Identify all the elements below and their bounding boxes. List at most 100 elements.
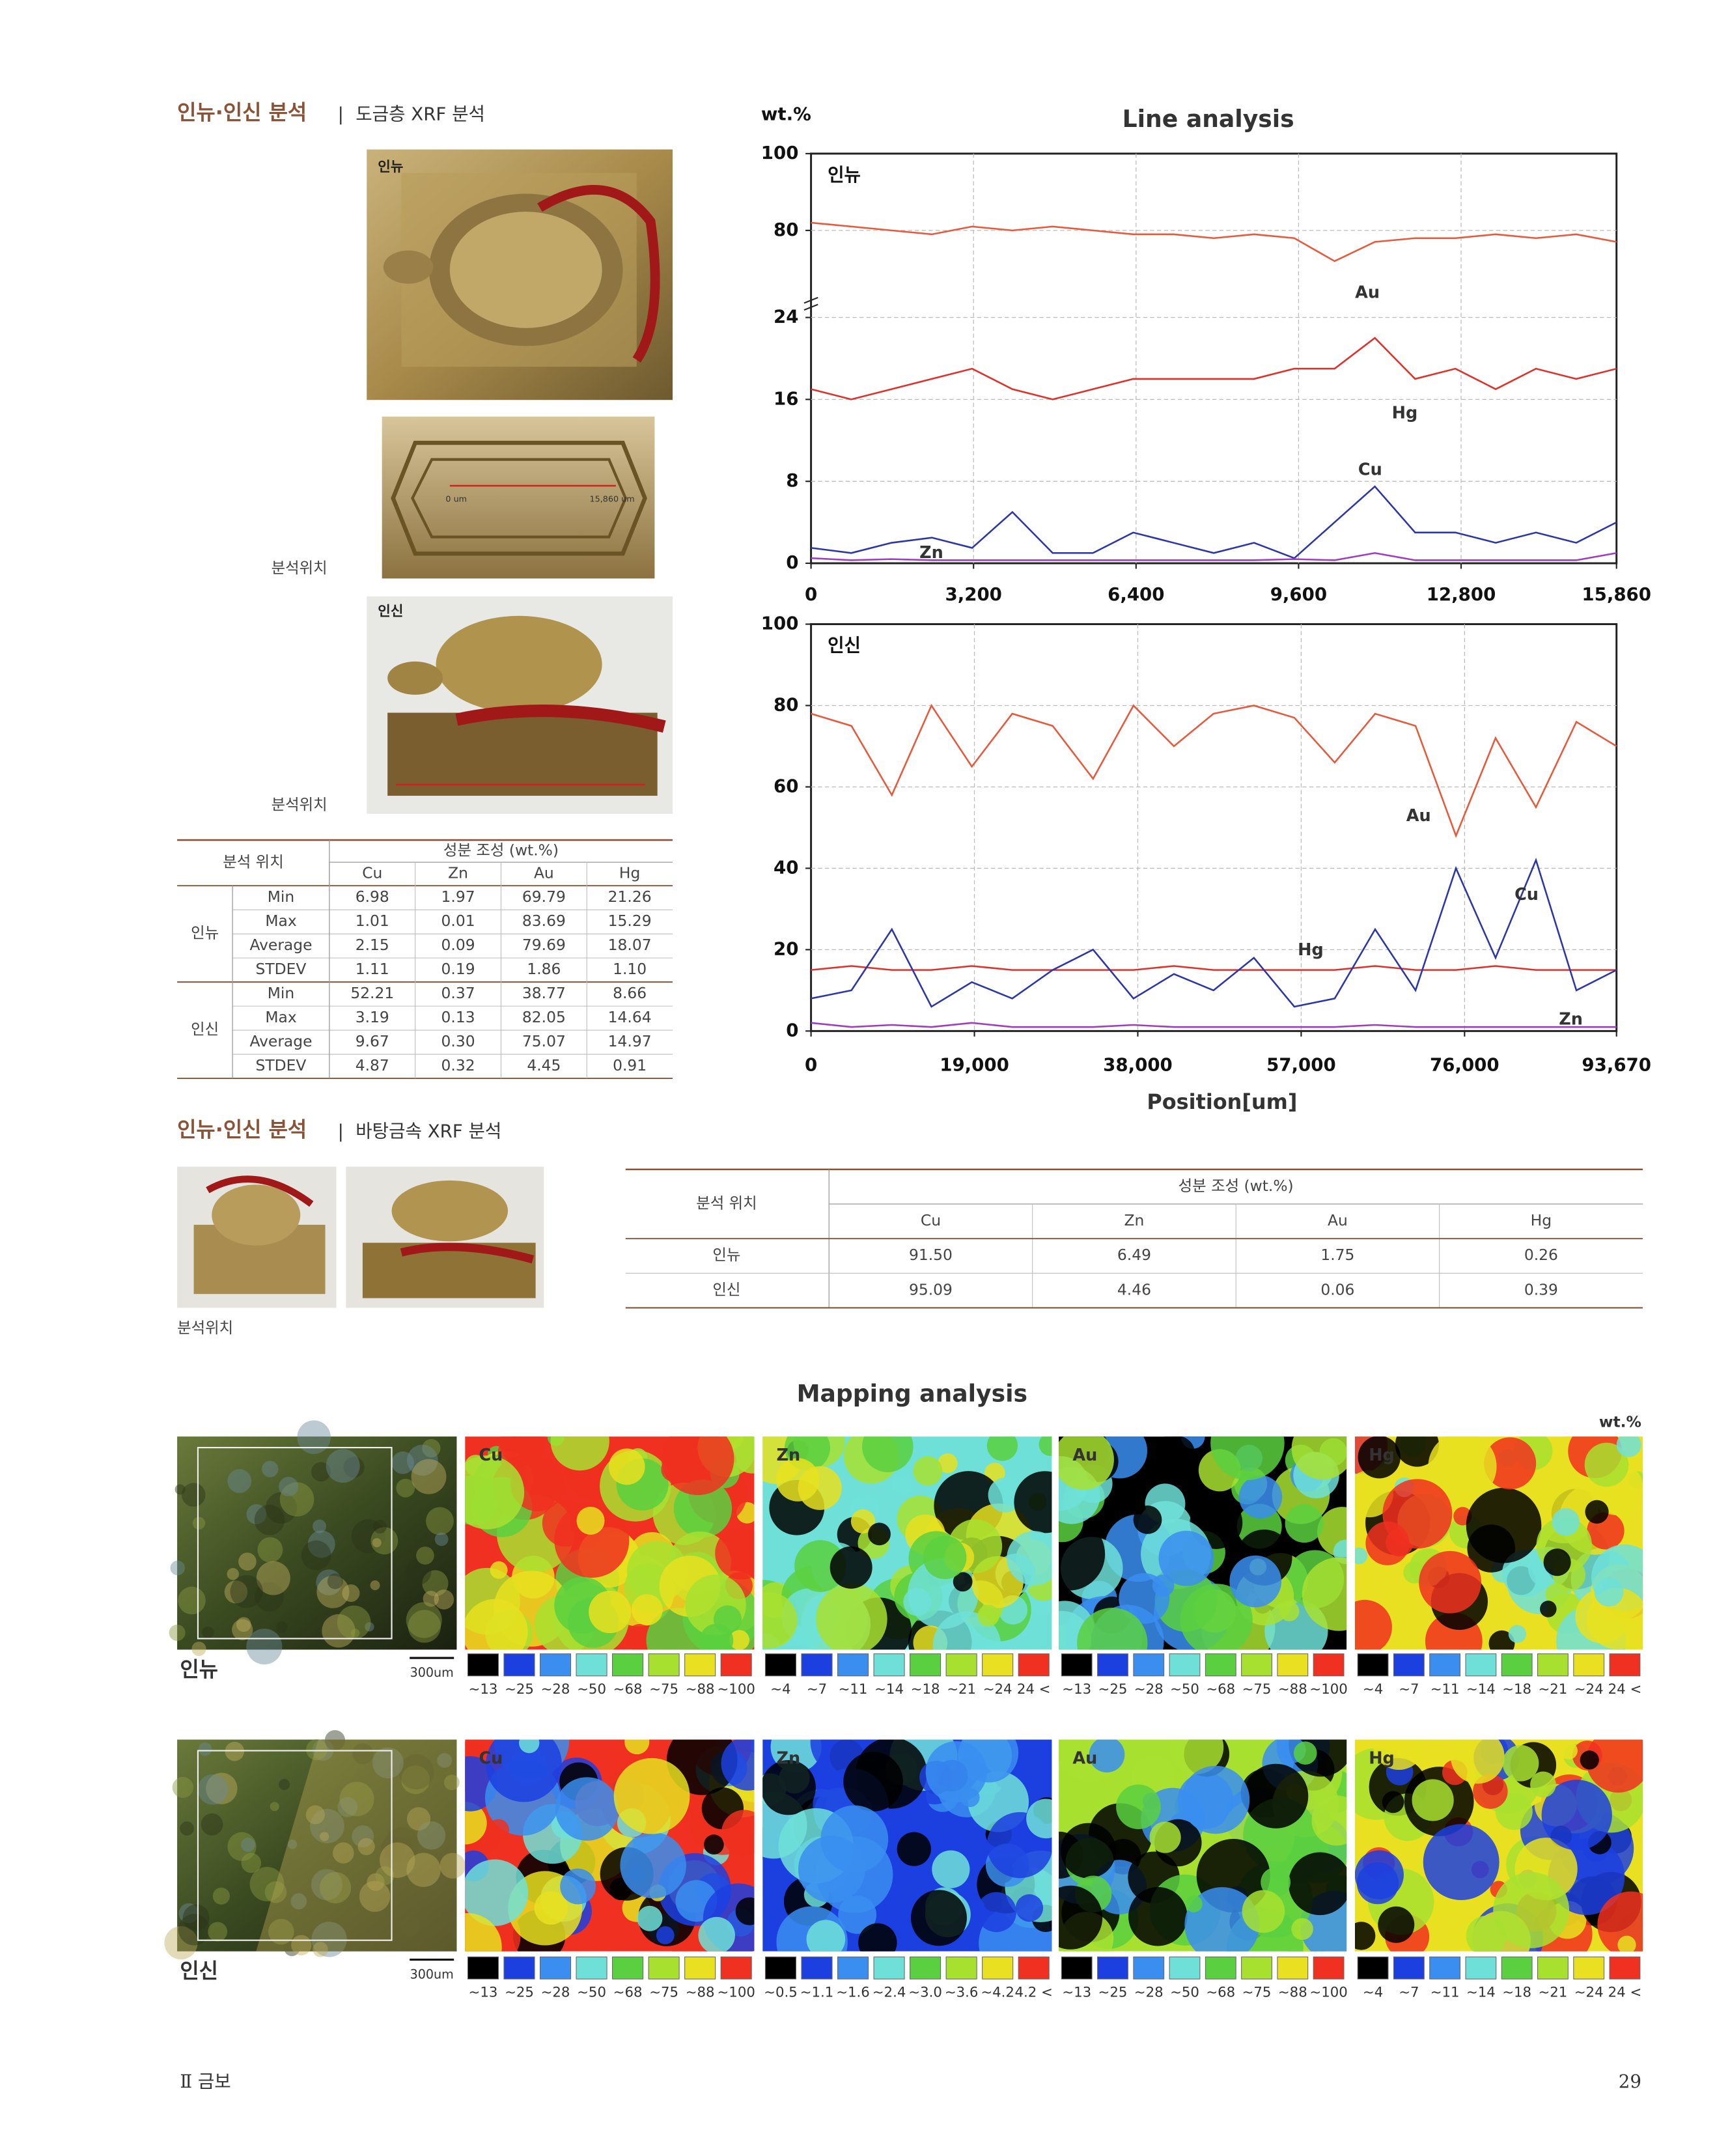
cell: 0.32 — [441, 1056, 475, 1074]
photo-base — [177, 1166, 544, 1308]
element-map — [465, 1739, 755, 1952]
map-blob — [704, 1834, 724, 1855]
photo-texture — [170, 1560, 186, 1576]
legend-swatch — [1018, 1653, 1050, 1677]
map-blob — [923, 1535, 967, 1580]
map-blob — [816, 1583, 887, 1650]
legend-swatch — [612, 1956, 644, 1980]
map-blob — [673, 1479, 732, 1538]
map-blob — [1026, 1799, 1052, 1839]
photo-texture — [255, 1582, 284, 1612]
legend-swatch — [1501, 1956, 1533, 1980]
cell: 3.19 — [356, 1008, 389, 1026]
map-blob — [1291, 1918, 1313, 1940]
legend-label: ~68 — [613, 1681, 643, 1698]
map-blob — [715, 1527, 755, 1580]
legend-swatch — [1357, 1956, 1389, 1980]
series-line — [811, 552, 1617, 561]
map-blob — [850, 1509, 876, 1534]
photo-texture — [319, 1871, 352, 1904]
map-blob — [1395, 1436, 1439, 1467]
analysis-area — [197, 1750, 393, 1941]
photo-texture — [351, 1519, 385, 1554]
photo-texture — [182, 1904, 210, 1931]
photo-texture — [241, 1838, 255, 1852]
legend-swatch — [873, 1956, 905, 1980]
map-blob — [576, 1506, 605, 1535]
element-label: Zn — [776, 1748, 800, 1768]
photo-texture — [352, 1743, 374, 1765]
map-blob — [794, 1540, 846, 1592]
legend-swatch — [1393, 1653, 1425, 1677]
legend-swatch — [1609, 1956, 1641, 1980]
legend-label: ~25 — [1098, 1984, 1128, 2000]
element-map — [1059, 1739, 1347, 1952]
row-stat: STDEV — [256, 960, 307, 978]
photo-texture — [257, 1537, 283, 1563]
map-blob — [1152, 1574, 1175, 1597]
photo-texture — [249, 1866, 285, 1901]
photo-bottom: 인신 — [367, 596, 673, 814]
legend-swatch — [1537, 1653, 1569, 1677]
legend-label: ~28 — [541, 1681, 570, 1698]
series-line — [811, 221, 1617, 262]
legend-label: ~68 — [1206, 1681, 1235, 1698]
legend-label: ~7 — [1399, 1984, 1419, 2000]
photo-texture — [406, 1853, 441, 1887]
axis-break — [803, 296, 818, 311]
map-blob — [1545, 1583, 1569, 1606]
plot-frame — [810, 623, 1618, 1032]
position-label: 분석위치 — [272, 795, 328, 813]
legend-swatch — [1537, 1956, 1569, 1980]
legend-swatch — [1465, 1653, 1497, 1677]
element-map — [762, 1739, 1052, 1952]
row-label: 인뉴 — [180, 1657, 218, 1681]
map-blob — [1484, 1437, 1537, 1490]
legend-swatch — [873, 1653, 905, 1677]
legend-swatch — [1465, 1956, 1497, 1980]
series-line — [811, 337, 1617, 400]
legend-swatch — [837, 1956, 869, 1980]
photo-texture — [339, 1782, 374, 1817]
map-blob — [631, 1594, 663, 1626]
legend-swatch — [1313, 1956, 1345, 1980]
legend-swatch — [1357, 1653, 1389, 1677]
table-header: 분석 위치 — [696, 1194, 757, 1212]
map-blob — [1616, 1436, 1641, 1457]
photo-texture — [333, 1842, 354, 1864]
x-tick-label: 0 — [805, 583, 817, 605]
map-blob — [465, 1599, 528, 1650]
photo-texture — [417, 1821, 446, 1850]
map-blob — [519, 1739, 540, 1754]
column-header: Au — [1328, 1211, 1348, 1229]
x-tick-label: 38,000 — [1103, 1054, 1173, 1075]
photo-texture — [254, 1504, 285, 1535]
y-tick-label: 100 — [761, 613, 799, 634]
photo-texture — [197, 1774, 229, 1805]
series-label: Au — [1355, 283, 1380, 303]
photo-texture — [246, 1504, 267, 1524]
photo-texture — [443, 1774, 460, 1791]
legend-swatch — [1241, 1956, 1272, 1980]
legend-label: ~2.4 — [872, 1984, 906, 2000]
photo-texture — [306, 1739, 328, 1761]
map-blob — [1242, 1890, 1285, 1933]
map-blob — [1180, 1584, 1253, 1650]
legend-label: 24 < — [1017, 1681, 1051, 1698]
photo-texture — [268, 1918, 294, 1945]
photo-texture — [279, 1482, 314, 1517]
row-name: 인신 — [712, 1280, 740, 1298]
column-header: Hg — [1531, 1211, 1552, 1229]
photo-texture — [178, 1914, 210, 1946]
photo-texture — [301, 1540, 331, 1571]
map-blob — [608, 1448, 645, 1485]
photo-texture — [391, 1451, 415, 1474]
legend-label: ~14 — [1466, 1984, 1496, 2000]
row-stat: Average — [249, 1032, 312, 1050]
scale-label: 300um — [410, 1967, 454, 1981]
legend-swatch — [648, 1653, 680, 1677]
map-blob — [550, 1436, 609, 1471]
map-blob — [1158, 1530, 1214, 1586]
map-blob — [1466, 1487, 1542, 1563]
